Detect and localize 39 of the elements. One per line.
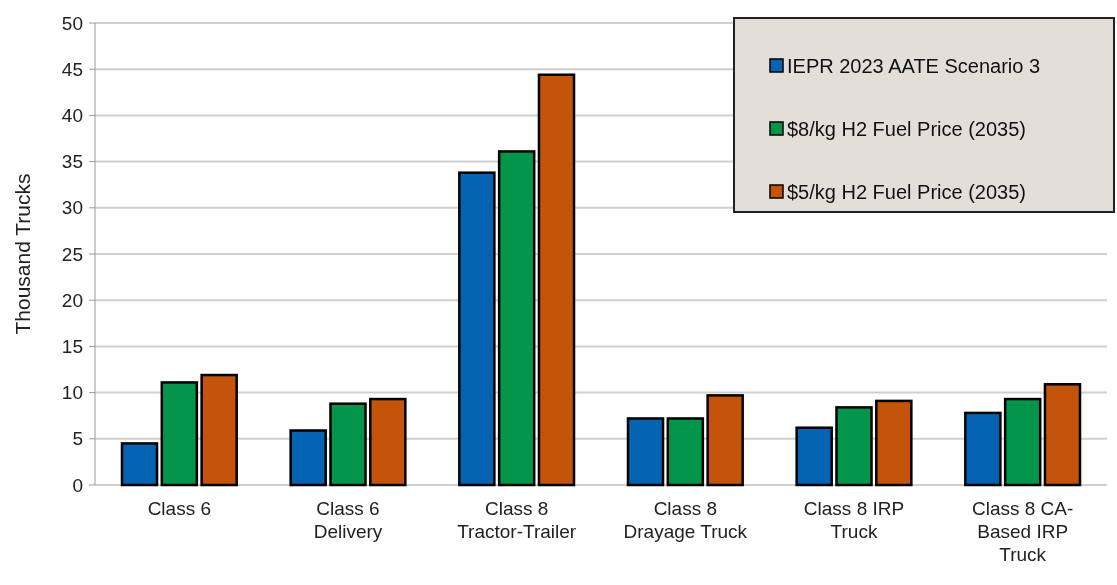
bar: [120, 442, 159, 487]
bar: [537, 73, 576, 487]
bar: [666, 417, 705, 487]
y-tick-label: 45: [61, 58, 83, 80]
bar: [1003, 397, 1042, 487]
bar: [1043, 383, 1082, 487]
legend-label: $5/kg H2 Fuel Price (2035): [787, 181, 1027, 203]
legend-label: IEPR 2023 AATE Scenario 3: [787, 55, 1041, 77]
y-tick-label: 40: [61, 105, 83, 127]
bar: [875, 399, 913, 487]
x-tick-label: Class 8 Drayage Truck: [623, 498, 748, 542]
y-tick-label: 15: [61, 336, 83, 358]
y-tick-label: 0: [72, 474, 83, 496]
x-tick-label: Class 8 Tractor-Trailer: [457, 498, 577, 542]
x-tick-label: Class 6: [147, 498, 212, 519]
x-tick-label: Class 8 CA- Based IRP Truck: [971, 498, 1074, 565]
bar: [626, 417, 665, 487]
y-tick-label: 35: [61, 151, 83, 173]
bar: [835, 406, 873, 487]
x-tick-label: Class 6 Delivery: [313, 498, 383, 542]
bar: [369, 397, 407, 487]
y-tick-label: 20: [61, 289, 83, 311]
y-tick-label: 10: [61, 382, 83, 404]
bar: [200, 373, 238, 487]
bar: [458, 171, 496, 487]
bar: [964, 411, 1002, 487]
y-tick-label: 50: [61, 12, 83, 34]
y-tick-label: 5: [72, 428, 83, 450]
y-tick-label: 25: [61, 243, 83, 265]
legend-label: $8/kg H2 Fuel Price (2035): [787, 118, 1027, 140]
bar: [795, 426, 833, 487]
bar: [160, 381, 199, 487]
x-tick-label: Class 8 IRP Truck: [803, 498, 905, 542]
bar: [706, 394, 744, 487]
bar: [329, 402, 367, 487]
bar: [289, 429, 327, 487]
y-axis-title: Thousand Trucks: [11, 173, 34, 335]
bar: [497, 150, 536, 487]
y-tick-label: 30: [61, 197, 83, 219]
